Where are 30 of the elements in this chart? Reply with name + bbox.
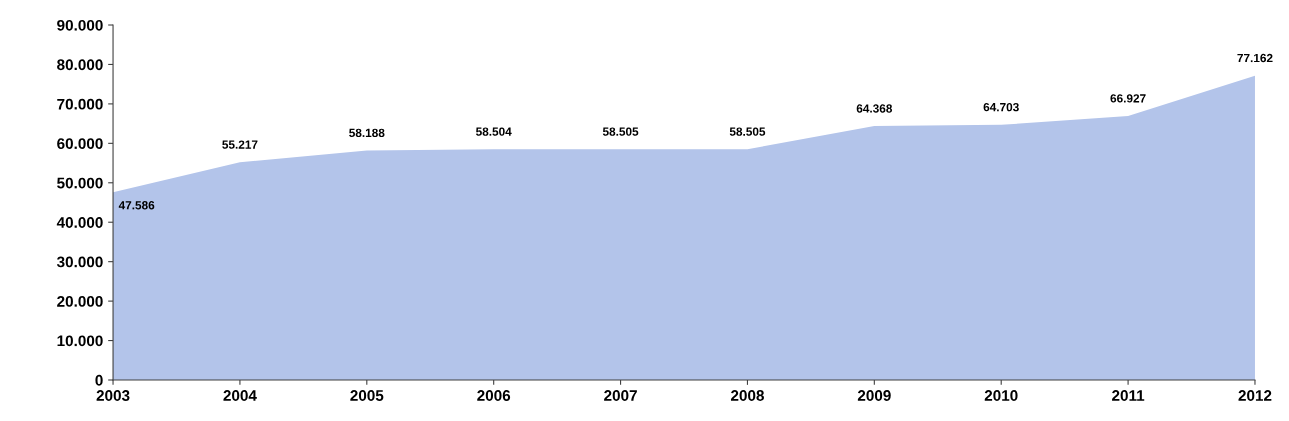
data-label: 58.505 [729, 127, 766, 136]
y-tick-label: 40.000 [56, 217, 103, 228]
x-tick-label: 2005 [350, 390, 384, 401]
y-tick-label: 20.000 [57, 295, 103, 307]
data-label: 55.217 [222, 140, 258, 149]
x-tick-label: 2010 [984, 390, 1018, 401]
data-label: 66.927 [1110, 94, 1146, 103]
y-tick-label: 0 [95, 374, 103, 386]
data-label: 64.703 [983, 102, 1019, 112]
y-tick-label: 70.000 [57, 98, 103, 110]
x-tick-label: 2012 [1238, 390, 1272, 401]
x-tick-label: 2003 [96, 390, 130, 401]
x-tick-label: 2007 [604, 390, 637, 401]
x-tick-label: 2006 [477, 390, 511, 401]
data-label: 47.586 [118, 201, 155, 210]
data-label: 58.505 [602, 127, 639, 136]
y-tick-label: 10.000 [57, 335, 103, 347]
data-label: 58.188 [349, 128, 385, 138]
y-tick-label: 60.000 [57, 138, 103, 150]
x-tick-label: 2009 [857, 390, 891, 401]
data-label: 64.368 [856, 104, 893, 113]
y-tick-label: 30.000 [56, 256, 103, 268]
y-tick-label: 50.000 [57, 177, 103, 189]
x-tick-label: 2011 [1112, 390, 1145, 401]
y-tick-label: 90.000 [57, 19, 103, 31]
x-tick-label: 2004 [223, 390, 257, 401]
data-label: 77.162 [1237, 53, 1273, 63]
y-tick-label: 80.000 [57, 59, 103, 71]
data-label: 58.504 [476, 127, 512, 136]
x-tick-label: 2008 [730, 390, 764, 401]
